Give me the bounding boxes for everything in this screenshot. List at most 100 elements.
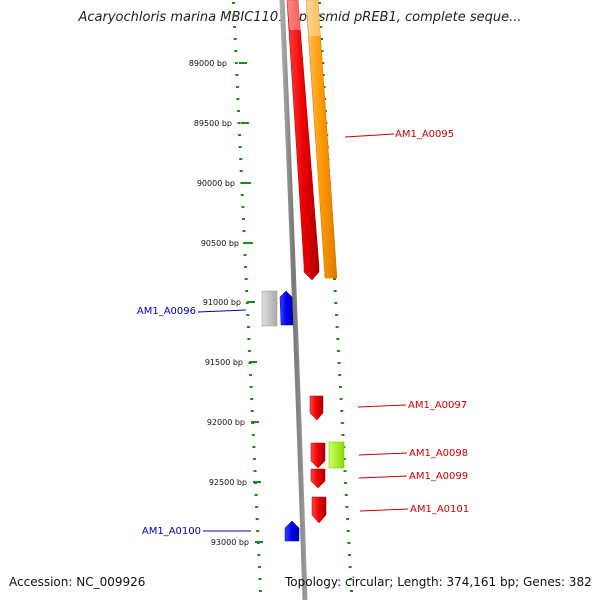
tick-label: 93000 bp <box>211 538 249 547</box>
tick-dot <box>245 290 249 292</box>
tick-dot <box>240 182 244 184</box>
tick-dot <box>256 530 260 532</box>
gene-AM1_A0100[interactable] <box>284 520 300 542</box>
gene-AM1_A0097[interactable] <box>309 395 324 421</box>
tick-dot <box>321 62 325 64</box>
tick-dot <box>244 266 248 268</box>
tick-dot <box>257 554 261 556</box>
tick-dot <box>344 494 348 496</box>
leader-line <box>357 404 407 408</box>
tick-dot <box>343 470 347 472</box>
tick-dot <box>319 26 323 28</box>
tick-dot <box>235 74 239 76</box>
tick-dot <box>338 374 342 376</box>
map-title: Acaryochloris marina MBIC11017 plasmid p… <box>78 10 522 25</box>
tick-dot <box>340 422 344 424</box>
tick-dot <box>335 326 339 328</box>
tick-dot <box>234 62 238 64</box>
tick-dot <box>234 50 238 52</box>
tick-marks <box>239 62 263 543</box>
topology-summary-text: Topology: circular; Length: 374,161 bp; … <box>285 575 592 589</box>
tick-dot <box>249 374 253 376</box>
tick-dot <box>337 362 341 364</box>
tick-dot <box>239 158 243 160</box>
gray-feature[interactable] <box>261 290 278 327</box>
tick-dot <box>249 386 253 388</box>
gene-AM1_A0099[interactable] <box>310 468 326 489</box>
tick-dot <box>253 470 257 472</box>
tick-dot <box>350 590 353 592</box>
orange-feature[interactable] <box>305 0 338 279</box>
tick-dot <box>252 458 256 460</box>
tick-label: 89000 bp <box>189 59 227 68</box>
gene-AM1_A0101[interactable] <box>311 496 327 524</box>
tick-dot <box>333 278 336 280</box>
tick-dot <box>336 338 340 340</box>
gene-label-AM1_A0099[interactable]: AM1_A0099 <box>409 471 468 482</box>
tick-dot <box>239 170 243 172</box>
tick-dot <box>338 386 342 388</box>
plasmid-backbone <box>279 0 308 600</box>
gene-label-AM1_A0097[interactable]: AM1_A0097 <box>408 400 467 411</box>
tick-dot <box>235 86 239 88</box>
tick-label: 92000 bp <box>207 418 245 427</box>
tick-dot <box>335 314 338 316</box>
tick-dot <box>238 146 242 148</box>
gene-AM1_A0098[interactable] <box>310 442 326 469</box>
tick-dot <box>251 434 255 436</box>
tick-dot <box>250 398 254 400</box>
tick-dot <box>246 314 250 316</box>
gene-AM1_A0095[interactable] <box>286 0 320 281</box>
tick-dot <box>255 506 259 508</box>
tick-dot <box>320 38 323 40</box>
tick-dot <box>321 74 325 76</box>
tick-dot <box>236 98 240 100</box>
tick-dot <box>258 578 262 580</box>
tick-label: 92500 bp <box>209 478 247 487</box>
tick-dot <box>339 398 343 400</box>
tick-dot <box>250 410 254 412</box>
tick-dot <box>237 122 241 124</box>
tick-dot <box>237 110 240 112</box>
tick-dot <box>252 446 256 448</box>
gene-label-AM1_A0101[interactable]: AM1_A0101 <box>410 504 469 515</box>
tick-dot <box>233 38 237 40</box>
leader-line <box>358 452 408 456</box>
tick-label: 91000 bp <box>203 298 241 307</box>
tick-dot <box>336 350 340 352</box>
tick-dot <box>257 566 261 568</box>
tick-dot <box>255 518 259 520</box>
gene-label-AM1_A0096[interactable]: AM1_A0096 <box>137 306 196 317</box>
tick-dot <box>341 434 345 436</box>
tick-label: 89500 bp <box>194 119 232 128</box>
tick-label: 90500 bp <box>201 239 239 248</box>
tick-dot <box>242 230 246 232</box>
tick-dot <box>320 50 324 52</box>
tick-dot <box>345 506 349 508</box>
gene-label-AM1_A0098[interactable]: AM1_A0098 <box>409 448 468 459</box>
tick-dot <box>348 566 352 568</box>
tick-dot <box>240 194 244 196</box>
leader-line <box>359 508 409 512</box>
feature-highlight <box>287 0 301 30</box>
tick-dot <box>344 482 348 484</box>
tick-dot <box>342 458 346 460</box>
tick-labels: 89000 bp 89500 bp 90000 bp 90500 bp 9100… <box>189 59 249 547</box>
gene-label-AM1_A0095[interactable]: AM1_A0095 <box>395 129 454 140</box>
leader-line <box>358 475 408 479</box>
tick-dot <box>347 542 351 544</box>
tick-dot <box>318 2 321 4</box>
gene-label-AM1_A0100[interactable]: AM1_A0100 <box>142 526 201 537</box>
green-feature[interactable] <box>328 441 345 469</box>
tick-dot <box>259 590 262 592</box>
tick-dot <box>238 134 242 136</box>
tick-label: 90000 bp <box>197 179 235 188</box>
tick-dot <box>349 578 353 580</box>
feature-highlight <box>306 0 321 36</box>
gene-AM1_A0096[interactable] <box>279 290 294 326</box>
leader-line <box>197 309 247 313</box>
tick-dot <box>346 518 350 520</box>
tick-dot <box>334 302 338 304</box>
